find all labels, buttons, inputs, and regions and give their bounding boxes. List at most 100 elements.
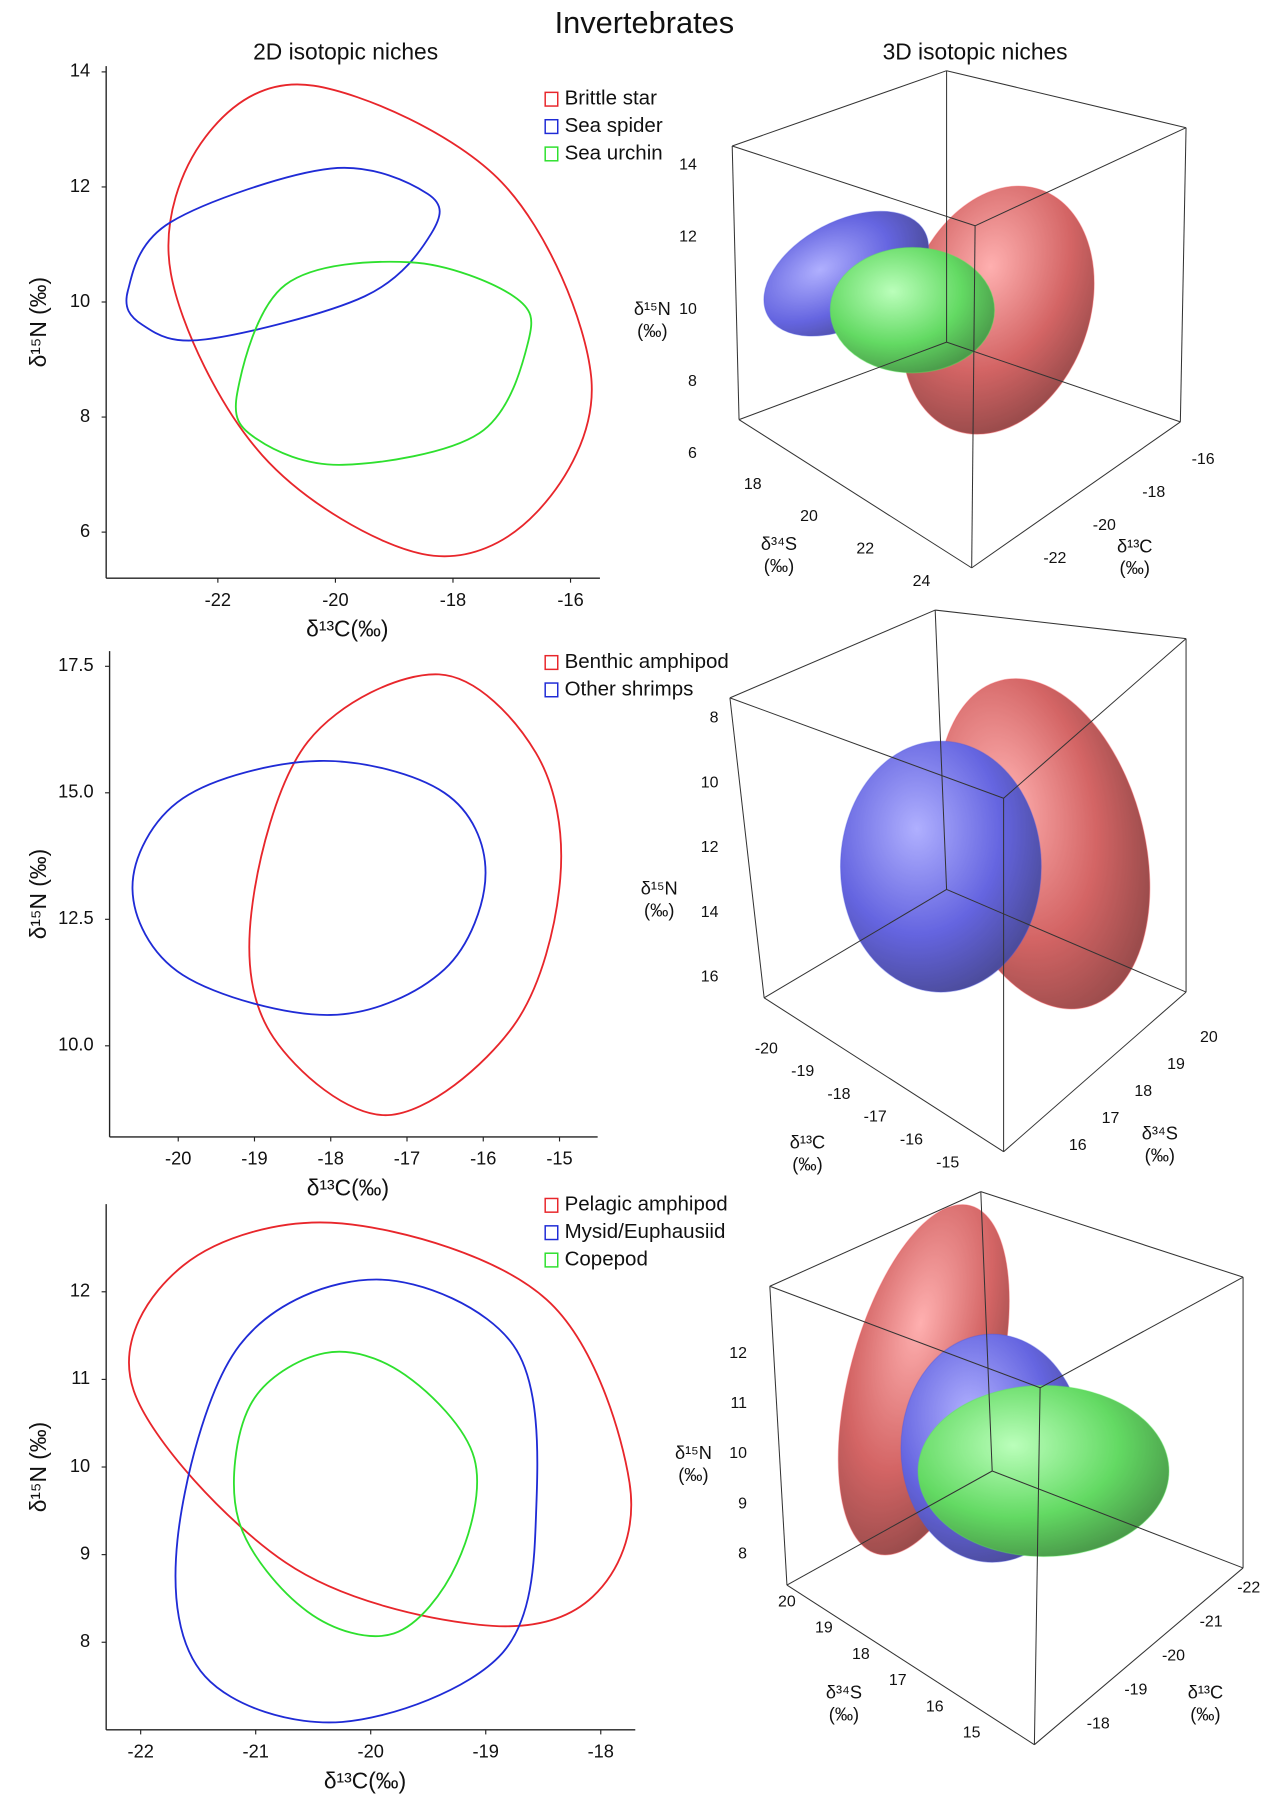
cube-edge (935, 610, 1186, 639)
y-tick-label: 12 (70, 175, 90, 196)
y-tick-label: 14 (70, 60, 90, 81)
y-axis-label: δ¹⁵N (‰) (25, 849, 51, 940)
z-tick-label: 8 (710, 710, 719, 727)
x-tick-label: -17 (394, 1148, 420, 1169)
niche-ellipse (175, 1280, 537, 1723)
cube-edge (730, 698, 764, 998)
y-tick-label: 17.5 (58, 654, 93, 675)
x-tick-label: -16 (900, 1132, 923, 1149)
cube-edge (730, 610, 935, 698)
legend-label: Copepod (565, 1247, 648, 1270)
z-tick-label: 12 (701, 839, 719, 856)
y-tick-label: 12.5 (58, 907, 93, 928)
y-tick-label: 10 (70, 290, 90, 311)
z-tick-label: 14 (701, 904, 719, 921)
y-tick-label: 15.0 (58, 781, 93, 802)
x-tick-label: -19 (1124, 1681, 1147, 1698)
z-tick-label: 12 (729, 1345, 747, 1362)
x-tick-label: -20 (1162, 1648, 1185, 1665)
x-tick-label: -16 (470, 1148, 496, 1169)
legend-label: Mysid/Euphausiid (565, 1220, 726, 1243)
ellipsoids (841, 655, 1185, 1033)
cube-edge (770, 1286, 787, 1585)
y-tick-label: 12 (70, 1280, 90, 1301)
y-tick-label: 16 (926, 1698, 944, 1715)
y-axis-label: δ¹⁵N (‰) (25, 1422, 51, 1513)
x-tick-label: -20 (165, 1148, 191, 1169)
z-tick-label: 8 (738, 1545, 747, 1562)
y-tick-label: 9 (80, 1542, 90, 1563)
y-tick-label: 19 (815, 1620, 833, 1637)
legend-swatch (545, 92, 558, 106)
y-tick-label: 8 (80, 405, 90, 426)
x-tick-label: -18 (827, 1086, 850, 1103)
cube-edge (1180, 128, 1186, 422)
figure-title: Invertebrates (555, 5, 735, 40)
legend-swatch (545, 683, 558, 697)
z-tick-label: 10 (729, 1445, 747, 1462)
y-tick-label: 17 (1102, 1110, 1120, 1127)
x-tick-label: -20 (322, 589, 348, 610)
legend-swatch (545, 656, 558, 670)
cube-edge (732, 146, 975, 226)
z-axis-label: δ¹⁵N(‰) (675, 1442, 712, 1485)
y-axis-label: δ³⁴S(‰) (761, 533, 797, 576)
x-tick-label: -22 (1237, 1580, 1260, 1597)
ellipsoid (918, 1385, 1169, 1556)
y-axis-label: δ¹⁵N (‰) (25, 277, 51, 368)
panel-title: 2D isotopic niches (253, 39, 438, 65)
x-tick-label: -19 (473, 1740, 499, 1761)
x-tick-label: -16 (1192, 451, 1215, 468)
x-axis-label: δ¹³C(‰) (306, 616, 388, 642)
x-axis-label: δ¹³C(‰) (307, 1174, 389, 1200)
y-tick-label: 15 (963, 1725, 981, 1742)
x-tick-label: -18 (1087, 1715, 1110, 1732)
y-tick-label: 8 (80, 1630, 90, 1651)
z-tick-label: 9 (738, 1495, 747, 1512)
y-tick-label: 17 (889, 1672, 907, 1689)
y-tick-label: 20 (1200, 1029, 1218, 1046)
legend-swatch (545, 120, 558, 134)
z-tick-label: 6 (688, 445, 697, 462)
x-tick-label: -18 (318, 1148, 344, 1169)
legend-swatch (545, 1198, 558, 1212)
y-tick-label: 18 (852, 1646, 870, 1663)
x-tick-label: -20 (755, 1040, 778, 1057)
y-axis-label: δ³⁴S(‰) (1142, 1122, 1178, 1165)
x-tick-label: -22 (128, 1740, 154, 1761)
page: Invertebrates 2D isotopic niches -22 -20 -1… (0, 0, 1266, 1796)
y-tick-label: 16 (1069, 1137, 1087, 1154)
niche-ellipse (168, 84, 591, 556)
z-tick-label: 10 (701, 774, 719, 791)
x-tick-label: -19 (241, 1148, 267, 1169)
z-tick-label: 16 (701, 968, 719, 985)
x-tick-label: -22 (1043, 550, 1066, 567)
z-tick-label: 11 (730, 1395, 747, 1412)
x-axis-label: δ¹³C(‰) (324, 1767, 406, 1793)
y-tick-label: 18 (1134, 1083, 1152, 1100)
legend-swatch (545, 1253, 558, 1267)
x-tick-label: -20 (358, 1740, 384, 1761)
y-tick-label: 10 (70, 1455, 90, 1476)
niche-ellipse (249, 674, 561, 1115)
z-tick-label: 14 (679, 157, 697, 174)
legend-swatch (545, 147, 558, 161)
niche-ellipse (236, 262, 532, 465)
y-tick-label: 24 (913, 573, 931, 590)
legend-label: Sea urchin (565, 141, 663, 164)
x-tick-label: -21 (243, 1740, 269, 1761)
y-tick-label: 19 (1167, 1056, 1185, 1073)
niche-ellipse (129, 1222, 631, 1626)
legend-label: Benthic amphipod (565, 650, 729, 673)
z-axis-label: δ¹⁵N(‰) (641, 877, 678, 920)
x-tick-label: -21 (1200, 1614, 1223, 1631)
y-tick-label: 6 (80, 520, 90, 541)
x-tick-label: -15 (546, 1148, 572, 1169)
x-tick-label: -17 (864, 1109, 887, 1126)
cube-edge (981, 1192, 1243, 1278)
y-tick-label: 18 (744, 476, 762, 493)
y-tick-label: 20 (800, 508, 818, 525)
x-tick-label: -22 (205, 589, 231, 610)
legend-label: Brittle star (565, 87, 658, 110)
y-tick-label: 20 (778, 1593, 796, 1610)
